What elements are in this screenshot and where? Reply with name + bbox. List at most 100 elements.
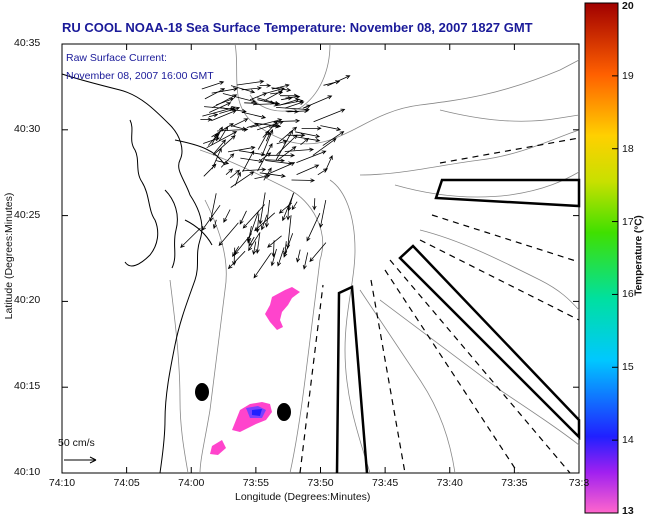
current-vector [180,227,201,249]
current-vector [306,213,321,242]
current-vector [248,233,260,252]
current-vector [206,131,238,149]
current-vector [291,178,316,183]
y-axis-ticks [62,43,579,474]
current-vector [291,201,298,211]
current-vector [204,88,226,100]
current-vector [264,158,286,163]
current-vector [200,117,213,122]
colorbar-tick-label: 13 [622,505,634,517]
scale-arrow [64,456,97,464]
colorbar [584,2,619,514]
current-vector [253,253,272,279]
current-vector [264,199,270,228]
colorbar-tick-label: 19 [622,69,634,82]
current-vector [250,118,283,128]
current-vector [301,126,322,131]
x-axis-ticks [61,44,580,473]
radar-range-lines [299,137,581,474]
current-vector [246,122,260,128]
current-vector [227,250,246,270]
current-vector [203,163,217,177]
current-vector [227,145,256,153]
current-vector [242,167,267,172]
x-tick-label: 73:55 [242,477,270,489]
current-vector [242,150,255,172]
current-vector [283,241,288,256]
current-vector [281,96,293,101]
current-vector [222,93,256,103]
current-vector [287,133,306,138]
current-vector [239,210,247,225]
current-vector [246,226,252,244]
data-gap-markers [195,383,291,421]
scale-label: 50 cm/s [58,437,95,449]
current-vector [218,222,239,247]
current-vector [213,134,236,156]
current-vector [277,146,297,161]
current-vector [273,118,301,124]
current-vector [282,192,295,222]
colorbar-tick-label: 20 [622,0,634,12]
current-vector [230,171,255,188]
current-vector [220,107,247,114]
current-vector [322,131,345,146]
y-tick-label: 40:25 [14,208,41,221]
current-vector [212,94,238,109]
x-tick-label: 73:50 [307,477,334,489]
current-vector [254,101,281,106]
current-vector [273,99,304,107]
current-vector [312,198,317,211]
current-vector [313,108,346,123]
current-vector [267,235,282,248]
current-vector [252,241,257,256]
current-vector [212,219,217,230]
current-vector [223,209,231,223]
current-vector [248,236,255,247]
y-tick-label: 40:30 [14,122,41,135]
current-vector [236,79,265,86]
current-vector [241,111,267,119]
current-vector [285,109,299,114]
colorbar-tick-label: 14 [622,434,634,447]
current-vector [261,128,274,156]
current-vector [255,232,261,254]
current-vector [269,124,280,129]
current-vector [270,248,277,267]
current-vector [324,155,333,173]
current-vector [312,138,337,156]
x-tick-label: 73:45 [371,477,399,489]
current-vector [208,113,219,118]
x-tick-label: 73:40 [436,477,463,489]
current-vector [319,200,327,229]
y-tick-label: 40:20 [14,294,41,307]
current-vector [260,214,268,231]
current-vector [303,95,333,109]
x-tick-label: 74:00 [178,477,205,489]
current-vector [201,80,225,90]
current-vector [203,137,220,144]
x-axis-label: Longitude (Degrees:Minutes) [235,491,371,503]
current-vector [232,125,247,131]
y-axis-label: Latitude (Degrees:Minutes) [3,192,15,320]
current-vector [296,164,320,175]
colorbar-tick-label: 17 [622,215,634,228]
coastline [61,73,226,474]
current-vector [302,252,309,270]
current-vector [278,202,293,214]
current-vector [271,87,292,92]
current-vector [211,87,239,94]
current-vector [279,98,300,106]
current-vector [271,240,276,258]
current-vector [259,172,286,178]
current-vector [219,106,241,114]
current-vector [218,126,229,142]
x-tick-label: 74:05 [113,477,140,489]
current-vector [220,153,235,168]
figure-title: RU COOL NOAA-18 Sea Surface Temperature:… [62,20,533,35]
current-vector [279,93,299,98]
current-vector [296,136,321,143]
current-vector [258,192,266,225]
colorbar-tick-label: 18 [622,142,634,155]
